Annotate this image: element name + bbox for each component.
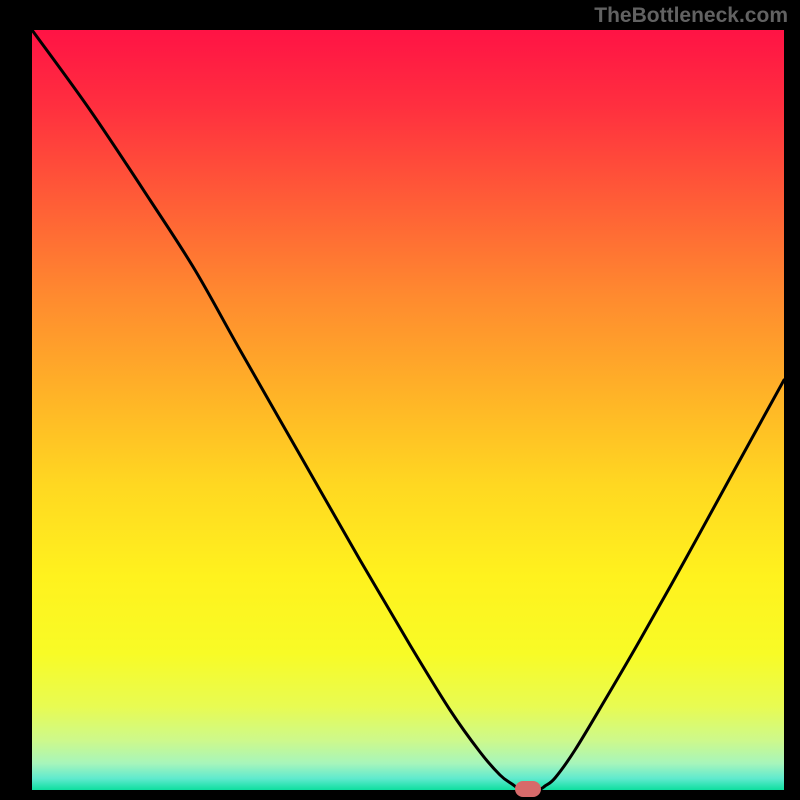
watermark-text: TheBottleneck.com — [594, 4, 788, 28]
minimum-marker — [515, 781, 541, 797]
gradient-area — [32, 30, 784, 790]
chart-container: TheBottleneck.com — [0, 0, 800, 800]
bottleneck-plot — [0, 0, 800, 800]
